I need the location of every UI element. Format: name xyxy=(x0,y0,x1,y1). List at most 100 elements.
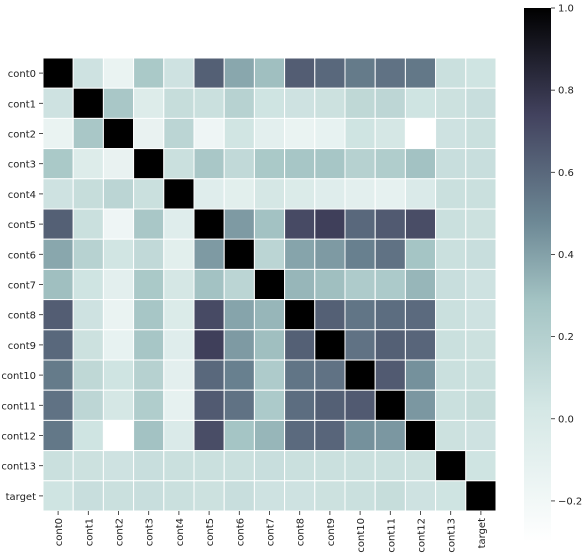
heatmap-cell-cont4-cont9 xyxy=(314,178,346,210)
heatmap-cell-cont9-cont9 xyxy=(314,329,346,361)
heatmap-cell-cont9-cont5 xyxy=(193,329,225,361)
heatmap-cell-cont11-cont6 xyxy=(223,389,255,421)
heatmap-cell-cont1-cont9 xyxy=(314,87,346,119)
heatmap-cell-cont2-cont7 xyxy=(253,117,286,150)
heatmap-cell-cont9-cont0 xyxy=(42,329,74,361)
heatmap-cell-cont9-cont12 xyxy=(404,329,437,361)
colorbar-tick-label: 0.6 xyxy=(558,168,574,179)
heatmap-cell-cont6-cont2 xyxy=(102,238,135,270)
heatmap-cell-cont0-cont2 xyxy=(102,57,135,89)
heatmap-cell-cont5-cont10 xyxy=(344,208,376,240)
colorbar-tick-label: −0.2 xyxy=(558,496,582,507)
heatmap-cell-cont1-cont4 xyxy=(163,87,195,119)
heatmap-cell-cont4-target xyxy=(465,178,497,210)
heatmap-cell-cont5-cont9 xyxy=(314,208,346,240)
heatmap-cell-cont3-cont8 xyxy=(284,148,316,180)
heatmap-cell-cont2-cont3 xyxy=(133,117,165,150)
heatmap-cell-cont1-cont3 xyxy=(133,87,165,119)
heatmap-cell-cont12-cont11 xyxy=(374,419,406,452)
heatmap-cell-cont6-cont13 xyxy=(435,238,467,270)
heatmap-cell-cont13-cont2 xyxy=(102,450,135,482)
heatmap-cell-cont11-cont1 xyxy=(72,389,104,421)
heatmap-cell-cont12-cont0 xyxy=(42,419,74,452)
heatmap-cell-cont7-cont9 xyxy=(314,268,346,301)
heatmap-cell-cont5-cont13 xyxy=(435,208,467,240)
heatmap-cell-cont2-cont13 xyxy=(435,117,467,150)
colorbar-tick-label: 0.2 xyxy=(558,332,574,343)
heatmap-cell-cont7-cont10 xyxy=(344,268,376,301)
heatmap-cell-target-cont4 xyxy=(163,480,195,512)
heatmap-cell-cont12-cont2 xyxy=(102,419,135,452)
x-tick-label: cont4 xyxy=(175,518,186,546)
heatmap-cell-cont2-cont11 xyxy=(374,117,406,150)
heatmap-cell-cont5-cont11 xyxy=(374,208,406,240)
heatmap-cell-target-cont5 xyxy=(193,480,225,512)
heatmap-cell-cont2-cont0 xyxy=(42,117,74,150)
heatmap-cell-cont9-cont8 xyxy=(284,329,316,361)
heatmap-cell-cont4-cont10 xyxy=(344,178,376,210)
heatmap-cell-cont0-target xyxy=(465,57,497,89)
heatmap-cell-cont3-cont3 xyxy=(133,148,165,180)
heatmap-cell-cont12-cont8 xyxy=(284,419,316,452)
heatmap-cell-cont2-cont5 xyxy=(193,117,225,150)
heatmap-cell-target-cont6 xyxy=(223,480,255,512)
heatmap-cell-cont13-cont3 xyxy=(133,450,165,482)
heatmap-cell-cont5-cont5 xyxy=(193,208,225,240)
heatmap-cell-cont8-cont0 xyxy=(42,299,74,331)
y-tick-label: cont9 xyxy=(8,341,36,352)
heatmap-cell-cont6-cont11 xyxy=(374,238,406,270)
heatmap-cell-target-cont9 xyxy=(314,480,346,512)
heatmap-cell-cont5-cont3 xyxy=(133,208,165,240)
heatmap-cell-cont8-cont2 xyxy=(102,299,135,331)
heatmap-cell-cont10-cont9 xyxy=(314,359,346,391)
heatmap-cell-cont12-cont13 xyxy=(435,419,467,452)
heatmap-cell-cont4-cont7 xyxy=(253,178,286,210)
heatmap-cell-cont3-cont6 xyxy=(223,148,255,180)
colorbar-tick-label: 0.4 xyxy=(558,250,574,261)
heatmap-cell-cont3-target xyxy=(465,148,497,180)
heatmap-cell-cont12-cont3 xyxy=(133,419,165,452)
x-tick-label: cont2 xyxy=(115,518,126,546)
heatmap-cell-cont2-cont12 xyxy=(404,117,437,150)
heatmap-cell-cont4-cont12 xyxy=(404,178,437,210)
heatmap-cell-cont9-cont3 xyxy=(133,329,165,361)
heatmap-cell-cont11-cont8 xyxy=(284,389,316,421)
heatmap-cell-cont13-cont13 xyxy=(435,450,467,482)
heatmap-cell-cont8-cont4 xyxy=(163,299,195,331)
heatmap-cell-target-cont10 xyxy=(344,480,376,512)
heatmap-cell-cont0-cont1 xyxy=(72,57,104,89)
heatmap-cell-cont1-cont5 xyxy=(193,87,225,119)
heatmap-cell-target-cont0 xyxy=(42,480,74,512)
heatmap-cell-cont7-cont2 xyxy=(102,268,135,301)
heatmap-cell-cont4-cont1 xyxy=(72,178,104,210)
heatmap-cell-cont9-cont13 xyxy=(435,329,467,361)
heatmap-cell-cont10-cont6 xyxy=(223,359,255,391)
heatmap-cell-cont7-cont1 xyxy=(72,268,104,301)
heatmap-cell-cont6-cont7 xyxy=(253,238,286,270)
heatmap-cell-cont11-cont4 xyxy=(163,389,195,421)
heatmap-cell-cont10-cont5 xyxy=(193,359,225,391)
heatmap-cell-cont1-cont13 xyxy=(435,87,467,119)
heatmap-cell-cont13-cont8 xyxy=(284,450,316,482)
heatmap-cell-cont13-cont5 xyxy=(193,450,225,482)
heatmap-cell-cont12-cont6 xyxy=(223,419,255,452)
heatmap-cell-cont9-cont1 xyxy=(72,329,104,361)
heatmap-cell-cont9-cont4 xyxy=(163,329,195,361)
heatmap-cell-cont2-cont4 xyxy=(163,117,195,150)
heatmap-cell-cont0-cont12 xyxy=(404,57,437,89)
y-tick-label: cont2 xyxy=(8,130,36,141)
heatmap-cell-cont6-cont8 xyxy=(284,238,316,270)
y-tick-label: cont8 xyxy=(8,311,36,322)
heatmap-cell-cont6-cont3 xyxy=(133,238,165,270)
heatmap-cell-cont2-cont1 xyxy=(72,117,104,150)
heatmap-cell-cont7-cont3 xyxy=(133,268,165,301)
heatmap-cell-cont7-cont4 xyxy=(163,268,195,301)
heatmap-cell-cont5-target xyxy=(465,208,497,240)
heatmap-cell-cont13-cont1 xyxy=(72,450,104,482)
heatmap-cell-cont0-cont9 xyxy=(314,57,346,89)
heatmap-cell-cont8-cont8 xyxy=(284,299,316,331)
heatmap-cell-cont5-cont0 xyxy=(42,208,74,240)
heatmap-cell-target-cont13 xyxy=(435,480,467,512)
heatmap-cell-cont6-cont5 xyxy=(193,238,225,270)
heatmap-cell-cont6-cont0 xyxy=(42,238,74,270)
